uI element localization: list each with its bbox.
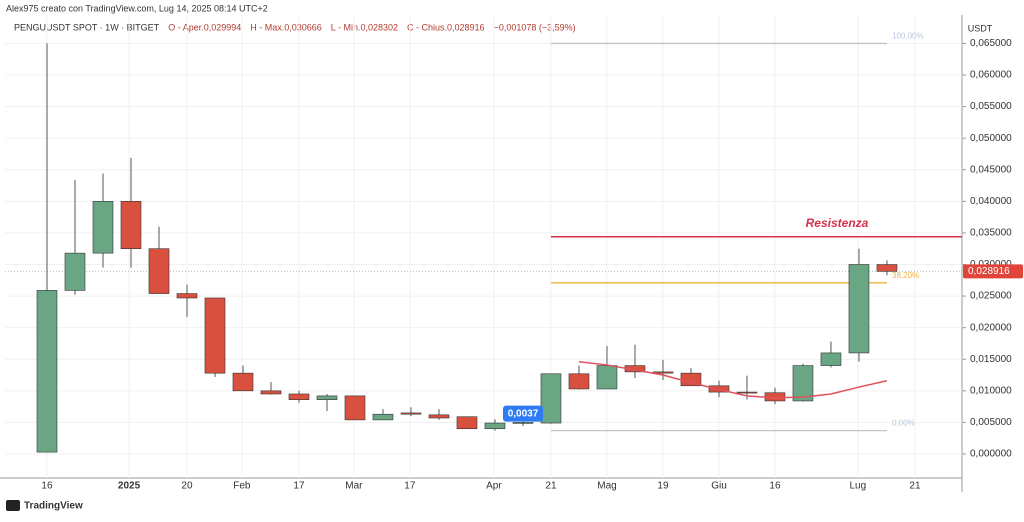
- candle-body: [540, 373, 562, 424]
- candle-body: [148, 248, 170, 294]
- x-tick-label: 17: [404, 481, 416, 492]
- legend-item: L - Min.0,028302: [331, 22, 398, 32]
- y-tick-label: 0,050000: [970, 133, 1012, 144]
- y-tick-label: 0,010000: [970, 385, 1012, 396]
- x-tick-label: Mar: [345, 481, 363, 492]
- candle-body: [92, 201, 114, 254]
- candle-body: [876, 264, 898, 272]
- legend: PENGUUSDT SPOT · 1W · BITGET O - Aper.0,0…: [14, 22, 576, 32]
- y-tick-label: 0,005000: [970, 417, 1012, 428]
- candle-body: [736, 391, 758, 394]
- candle-body: [372, 413, 394, 421]
- x-tick-label: 21: [545, 481, 557, 492]
- y-tick-label: 0,065000: [970, 38, 1012, 49]
- candle-body: [568, 373, 590, 390]
- x-tick-label: Mag: [597, 481, 616, 492]
- level-label: 100,00%: [892, 32, 924, 41]
- candle-body: [64, 252, 86, 291]
- y-tick-label: 0,020000: [970, 322, 1012, 333]
- x-tick-label: 19: [657, 481, 669, 492]
- candle-body: [316, 395, 338, 400]
- candle-body: [120, 201, 142, 250]
- candle-body: [176, 293, 198, 299]
- y-tick-label: 0,015000: [970, 354, 1012, 365]
- candle-body: [204, 297, 226, 374]
- y-tick-label: 0,000000: [970, 449, 1012, 460]
- candle-body: [400, 412, 422, 415]
- x-tick-label: 20: [181, 481, 193, 492]
- low-marker-box: [503, 405, 543, 422]
- legend-item: PENGUUSDT SPOT · 1W · BITGET: [14, 22, 160, 32]
- candle-body: [512, 422, 534, 424]
- candle-body: [232, 372, 254, 392]
- y-tick-label: 0,045000: [970, 164, 1012, 175]
- legend-item: −0,001078 (−3,59%): [494, 22, 576, 32]
- y-tick-label: 0,035000: [970, 228, 1012, 239]
- moving-average: [578, 361, 888, 399]
- last-price-box: [963, 264, 1023, 279]
- x-tick-label: Apr: [486, 481, 502, 492]
- candle-body: [36, 290, 58, 453]
- candle-body: [260, 390, 282, 395]
- candle-body: [344, 395, 366, 421]
- x-tick-label: Lug: [850, 481, 867, 492]
- candle-body: [456, 416, 478, 430]
- x-tick-label: 16: [769, 481, 781, 492]
- axis-title: USDT: [968, 23, 993, 33]
- candle-body: [428, 414, 450, 419]
- last-price-label: 0,028916: [968, 266, 1010, 277]
- candle-body: [820, 352, 842, 366]
- y-tick-label: 0,040000: [970, 196, 1012, 207]
- x-tick-label: 2025: [118, 481, 141, 492]
- legend-item: O - Aper.0,029994: [168, 22, 241, 32]
- candle-body: [792, 365, 814, 402]
- y-tick-label: 0,060000: [970, 70, 1012, 81]
- logo-icon: [6, 500, 20, 511]
- candle-body: [652, 371, 674, 374]
- candle-body: [848, 264, 870, 354]
- y-tick-label: 0,055000: [970, 101, 1012, 112]
- x-tick-label: Giu: [711, 481, 727, 492]
- x-tick-label: 21: [909, 481, 921, 492]
- y-tick-label: 0,025000: [970, 291, 1012, 302]
- x-tick-label: 17: [293, 481, 305, 492]
- legend-item: C - Chius.0,028916: [407, 22, 485, 32]
- candle-body: [288, 393, 310, 400]
- level-label: Resistenza: [806, 216, 869, 230]
- low-marker-label: 0,0037: [508, 408, 539, 419]
- level-label: 0,00%: [892, 419, 915, 428]
- x-tick-label: Feb: [233, 481, 251, 492]
- candle-body: [596, 365, 618, 390]
- legend-item: H - Max.0,030666: [250, 22, 322, 32]
- brand: TradingView: [24, 501, 83, 512]
- candle-body: [484, 422, 506, 430]
- caption: Alex975 creato con TradingView.com, Lug …: [6, 3, 268, 13]
- x-tick-label: 16: [41, 481, 53, 492]
- level-label: 38,20%: [892, 271, 919, 280]
